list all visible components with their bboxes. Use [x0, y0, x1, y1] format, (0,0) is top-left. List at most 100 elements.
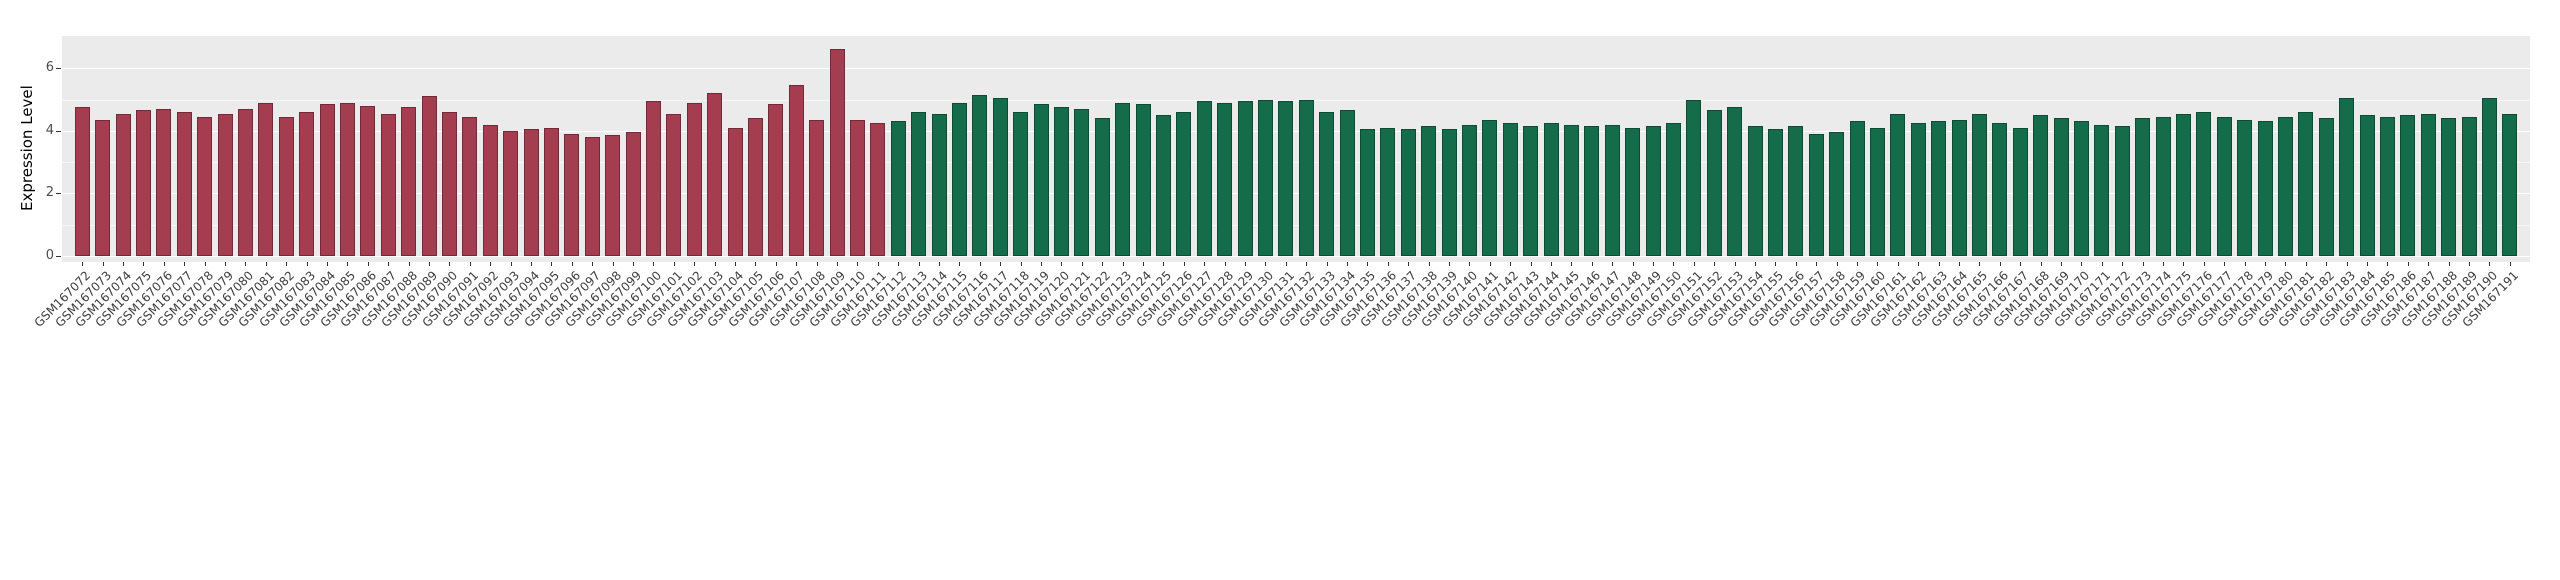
- bar: [2441, 118, 2457, 256]
- x-axis-tick: [1143, 262, 1144, 266]
- y-tick-label: 6: [45, 60, 54, 76]
- x-axis-tick: [1000, 262, 1002, 266]
- bar: [1421, 126, 1437, 256]
- bar: [421, 96, 437, 256]
- bar: [1747, 126, 1763, 256]
- bar: [1155, 115, 1171, 256]
- bar: [951, 102, 967, 256]
- x-axis-tick: [2448, 262, 2450, 266]
- x-axis-tick: [939, 262, 940, 266]
- bar: [1788, 126, 1804, 256]
- bar: [2481, 97, 2497, 256]
- bar: [1645, 126, 1661, 256]
- x-axis-tick: [1081, 262, 1083, 266]
- bar: [1971, 113, 1987, 256]
- x-axis-tick: [673, 262, 675, 266]
- x-axis-tick: [306, 262, 308, 266]
- y-tick-label: 2: [45, 185, 54, 201]
- x-axis-tick: [1918, 262, 1920, 266]
- x-axis-tick: [898, 262, 900, 266]
- bar: [2298, 112, 2314, 256]
- x-axis-tick: [2387, 262, 2389, 266]
- bar: [564, 133, 580, 256]
- x-axis-tick: [82, 262, 84, 266]
- bar: [1829, 132, 1845, 256]
- x-axis-tick: [1857, 262, 1858, 266]
- x-axis-tick: [1061, 262, 1063, 266]
- bar: [176, 112, 192, 256]
- x-axis-tick: [1122, 262, 1124, 266]
- bar: [666, 113, 682, 256]
- x-axis-tick: [653, 262, 655, 266]
- bar: [2175, 113, 2191, 256]
- x-axis-tick: [163, 262, 165, 266]
- x-axis-tick: [1183, 262, 1185, 266]
- bar: [727, 127, 743, 256]
- bar: [2155, 116, 2171, 256]
- bar: [543, 127, 559, 256]
- x-axis-tick: [1510, 262, 1512, 266]
- bar: [1237, 101, 1253, 256]
- x-axis-tick: [714, 262, 716, 266]
- bar: [1053, 107, 1069, 256]
- bar: [1074, 108, 1090, 256]
- bar: [2461, 116, 2477, 256]
- bar: [1951, 119, 1967, 256]
- x-axis-tick: [265, 262, 267, 266]
- bar: [2257, 121, 2273, 256]
- x-axis-tick: [184, 262, 186, 266]
- bar: [747, 118, 763, 256]
- bar: [972, 94, 988, 256]
- bar: [788, 85, 804, 256]
- x-axis-tick: [1530, 262, 1532, 266]
- x-axis-tick: [510, 262, 512, 266]
- x-axis-tick: [1551, 262, 1552, 266]
- x-axis-tick: [1693, 262, 1695, 266]
- x-axis-tick: [2122, 262, 2124, 266]
- bar: [2379, 116, 2395, 256]
- bar: [1217, 102, 1233, 256]
- x-axis-tick: [1224, 262, 1226, 266]
- bar: [1441, 129, 1457, 256]
- x-axis-tick: [2407, 262, 2409, 266]
- gridline-minor: [62, 162, 2530, 164]
- x-axis-tick: [2285, 262, 2287, 266]
- bar: [1808, 133, 1824, 256]
- x-axis-tick: [2101, 262, 2103, 266]
- x-axis-tick: [837, 262, 838, 266]
- bar: [1115, 102, 1131, 256]
- bar: [2033, 115, 2049, 256]
- bar: [686, 102, 702, 256]
- x-axis-tick: [245, 262, 247, 266]
- bar: [2135, 118, 2151, 256]
- bar: [2073, 121, 2089, 256]
- x-axis-tick: [490, 262, 492, 266]
- x-axis-tick: [694, 262, 696, 266]
- x-axis-tick: [1877, 262, 1879, 266]
- bar: [1094, 118, 1110, 256]
- x-axis-tick: [1020, 262, 1022, 266]
- x-axis-tick: [816, 262, 818, 266]
- bar: [1767, 129, 1783, 256]
- x-axis-tick: [1387, 262, 1389, 266]
- gridline-minor: [62, 99, 2530, 101]
- bar: [1196, 101, 1212, 256]
- x-axis-tick: [2163, 262, 2164, 266]
- bar: [197, 116, 213, 256]
- x-axis-tick: [1306, 262, 1308, 266]
- x-axis-tick: [1245, 262, 1246, 266]
- gridline-major: [62, 68, 2530, 70]
- x-axis-tick: [2203, 262, 2205, 266]
- x-axis-tick: [857, 262, 859, 266]
- x-axis-tick: [1408, 262, 1410, 266]
- bar: [503, 130, 519, 256]
- bar: [1298, 99, 1314, 256]
- bar: [1380, 127, 1396, 256]
- bar: [1461, 124, 1477, 256]
- bar: [645, 101, 661, 256]
- x-axis-tick: [1204, 262, 1206, 266]
- bar: [849, 119, 865, 256]
- bar: [74, 107, 90, 256]
- bar: [707, 93, 723, 256]
- x-axis-tick: [1285, 262, 1287, 266]
